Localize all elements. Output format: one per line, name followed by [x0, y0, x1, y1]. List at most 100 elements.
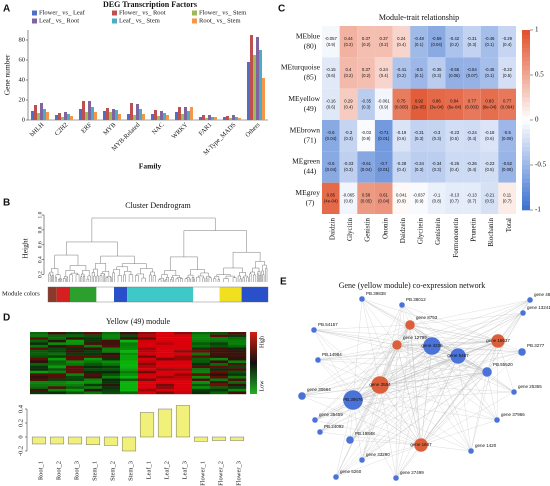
y-tick-label: 60 [19, 56, 26, 63]
expression-cell [66, 350, 85, 353]
heatmap-cell [357, 88, 375, 120]
expression-cell [84, 347, 103, 351]
node-label: gene 13241 [527, 305, 550, 310]
expression-cell [66, 365, 85, 369]
module-color-block [56, 287, 70, 302]
expression-cell [48, 344, 67, 348]
expression-cell [66, 363, 85, 366]
row-label: MEgrey [295, 188, 320, 197]
module-color-block [70, 287, 97, 302]
edge [361, 298, 499, 342]
column-label: Genistein [434, 218, 442, 245]
colorbar-step [522, 183, 530, 188]
expression-cell [102, 375, 121, 379]
expression-cell [156, 339, 175, 343]
colorbar-step [522, 106, 530, 112]
expression-cell [174, 383, 193, 387]
x-tick-label: Stem_1 [91, 461, 98, 481]
cell-value: -0.33 [344, 161, 354, 166]
edge [420, 419, 498, 446]
colorbar-step [522, 52, 530, 58]
legend-label: Flower_ vs_ Leaf [39, 9, 86, 16]
row-label: MEblue [296, 31, 321, 40]
bar [160, 111, 163, 120]
panel-letter: A [3, 4, 10, 15]
bar [85, 436, 101, 445]
cell-value: -0.23 [449, 130, 459, 135]
cell-value: 0.61 [380, 192, 389, 197]
expression-cell [192, 352, 211, 356]
node [316, 428, 324, 436]
edge [317, 345, 433, 361]
edge [457, 355, 498, 421]
heatmap-cell [392, 26, 411, 58]
heatmap-cell [357, 26, 375, 58]
heatmap-cell [374, 26, 393, 58]
edge [361, 340, 499, 461]
edge [396, 344, 422, 446]
colorbar-step [522, 34, 530, 40]
heatmap-cell [392, 151, 411, 183]
expression-cell [102, 391, 121, 395]
cell-p-value: (0.3) [415, 167, 424, 172]
expression-cell [30, 370, 49, 374]
x-tick-label: Root_3 [73, 461, 80, 480]
expression-cell [48, 347, 67, 351]
heatmap-cell [357, 151, 375, 183]
x-tick-label: MYB [102, 121, 118, 137]
expression-cell [102, 373, 121, 377]
expression-cell [228, 363, 247, 366]
edge [352, 399, 397, 479]
bar [79, 109, 82, 120]
bar [262, 78, 265, 120]
heatmap-cell [374, 151, 393, 183]
cell-p-value: (0.2) [344, 73, 353, 78]
cell-p-value: (2e-05) [412, 104, 426, 109]
expression-cell [120, 368, 139, 371]
bar [181, 114, 184, 120]
expression-cell [102, 337, 121, 340]
bar [103, 436, 119, 446]
expression-cell [138, 352, 157, 356]
node-label: PB.24092 [324, 424, 344, 429]
bar [31, 111, 34, 120]
heatmap-cell [463, 151, 481, 183]
heatmap-cell [410, 182, 428, 214]
node [345, 435, 355, 445]
node [398, 301, 406, 309]
cell-value: 0.37 [380, 36, 389, 41]
node-label: gene 5487 [447, 353, 469, 358]
cell-p-value: (0.8) [432, 198, 441, 203]
edge [335, 355, 459, 478]
edge [317, 359, 488, 373]
edge [313, 324, 411, 331]
edge [335, 340, 499, 478]
colorbar-step [522, 61, 530, 67]
node [342, 389, 364, 411]
expression-cell [210, 334, 229, 338]
expression-cell [120, 334, 139, 338]
expression-cell [102, 381, 121, 384]
cell-value: -0.03 [361, 130, 371, 135]
bar [208, 115, 211, 120]
bar [229, 118, 232, 120]
module-color-frame [47, 286, 269, 303]
cell-p-value: (0.9) [326, 42, 335, 47]
edge [457, 355, 472, 452]
cell-p-value: (0.4) [397, 167, 406, 172]
expression-cell [102, 355, 121, 359]
heatmap-cell [427, 151, 446, 183]
expression-cell [66, 368, 85, 371]
edge [361, 298, 398, 346]
edge [301, 395, 422, 446]
expression-cell [48, 337, 67, 340]
expression-cell [48, 365, 67, 369]
expression-cell [192, 342, 211, 346]
expression-cell [192, 381, 211, 384]
expression-cell [138, 375, 157, 379]
bar [166, 115, 169, 120]
heatmap-cell [463, 120, 481, 152]
edge [396, 344, 472, 452]
edge [361, 384, 381, 461]
expression-cell [84, 339, 103, 343]
